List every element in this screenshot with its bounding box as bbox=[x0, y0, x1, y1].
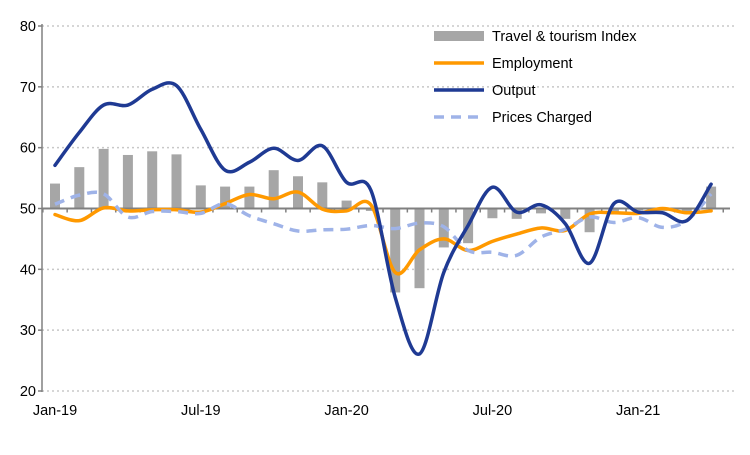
line-output bbox=[53, 81, 713, 356]
series-lines bbox=[53, 81, 713, 356]
bar bbox=[608, 208, 619, 212]
y-tick-label: 80 bbox=[20, 19, 36, 35]
x-tick-label: Jan-20 bbox=[324, 403, 368, 419]
x-tick-label: Jan-19 bbox=[33, 403, 77, 419]
bar bbox=[341, 200, 352, 209]
y-tick-label: 20 bbox=[20, 384, 36, 400]
bar bbox=[122, 154, 133, 209]
bar bbox=[487, 208, 498, 219]
bar bbox=[560, 208, 571, 219]
legend-swatch bbox=[434, 31, 484, 41]
bar bbox=[681, 208, 692, 214]
x-tick-label: Jul-19 bbox=[181, 403, 221, 419]
bar bbox=[220, 186, 231, 209]
legend-label: Employment bbox=[492, 56, 573, 72]
y-tick-label: 30 bbox=[20, 323, 36, 339]
legend-label: Travel & tourism Index bbox=[492, 29, 637, 45]
x-tick-label: Jul-20 bbox=[473, 403, 513, 419]
bar bbox=[195, 185, 206, 209]
legend: Travel & tourism Index Employment Output Pr… bbox=[434, 29, 637, 126]
legend-label: Output bbox=[492, 83, 536, 99]
y-axis: 20 30 40 50 60 70 80 bbox=[20, 19, 43, 400]
bar bbox=[74, 167, 85, 209]
bar bbox=[244, 186, 255, 209]
line-prices-charged bbox=[54, 190, 713, 258]
x-axis-labels: Jan-19 Jul-19 Jan-20 Jul-20 Jan-21 bbox=[33, 403, 661, 419]
bar bbox=[536, 208, 546, 214]
y-tick-label: 40 bbox=[20, 262, 36, 278]
bar bbox=[171, 154, 182, 209]
bar bbox=[584, 208, 595, 233]
legend-label: Prices Charged bbox=[492, 110, 592, 126]
y-tick-label: 70 bbox=[20, 80, 36, 96]
bar bbox=[317, 182, 328, 209]
y-tick-label: 50 bbox=[20, 202, 36, 218]
y-tick-label: 60 bbox=[20, 141, 36, 157]
bar bbox=[147, 151, 158, 209]
bar bbox=[98, 148, 109, 209]
bar bbox=[706, 186, 717, 209]
x-tick-label: Jan-21 bbox=[616, 403, 660, 419]
bar bbox=[50, 183, 60, 209]
bar bbox=[365, 208, 376, 211]
bars bbox=[50, 148, 717, 293]
bar bbox=[390, 208, 401, 293]
bar bbox=[268, 170, 279, 209]
